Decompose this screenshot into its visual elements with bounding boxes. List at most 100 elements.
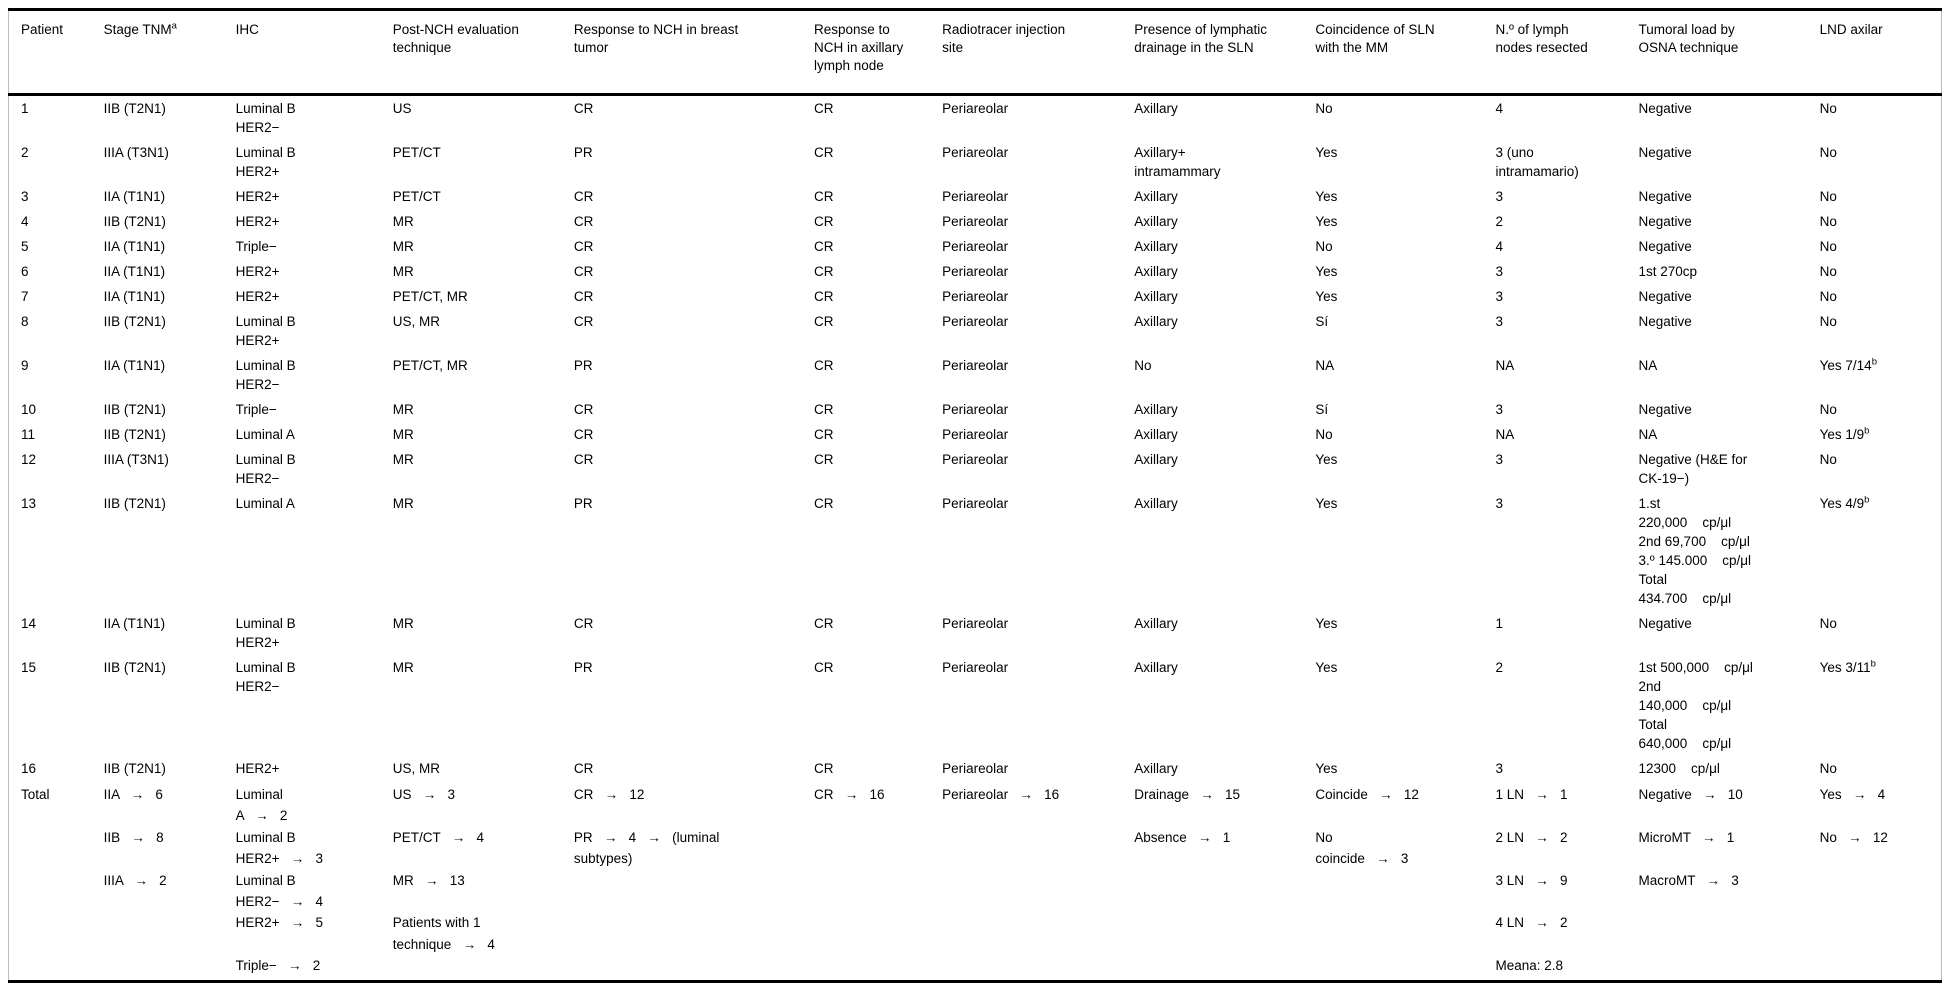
cell-stage: IIA (T1N1) xyxy=(92,234,224,259)
cell-radiotracer: Periareolar xyxy=(930,655,1122,756)
cell-line: 1 xyxy=(1495,616,1503,631)
cell-post_nch: US → 3 PET/CT → 4 MR → 13 Patients with 1 te… xyxy=(381,781,562,981)
cell-line: NA xyxy=(1638,427,1658,442)
cell-line: IHC xyxy=(235,22,259,37)
cell-line xyxy=(393,955,556,976)
cell-line: Axillary xyxy=(1134,427,1178,442)
cell-line: PR → 4 → (luminal xyxy=(573,829,720,845)
cell-coincidence: Yes xyxy=(1303,259,1483,284)
cell-post_nch: PET/CT, MR xyxy=(381,353,562,397)
cell-line: Luminal B xyxy=(235,660,296,675)
cell-line: Tumoral load by xyxy=(1638,22,1735,37)
cell-ihc: Luminal B HER2− xyxy=(224,447,381,491)
cell-line xyxy=(1639,955,1802,976)
column-header-patient: Patient xyxy=(8,9,92,96)
cell-line: MR xyxy=(392,402,414,417)
cell-line xyxy=(942,870,1116,891)
cell-line xyxy=(942,891,1116,912)
cell-coincidence: No xyxy=(1303,422,1483,447)
cell-radiotracer: Periareolar xyxy=(930,140,1122,184)
cell-line: Total xyxy=(1638,572,1668,587)
cell-line: 4 xyxy=(1495,101,1503,116)
cell-line xyxy=(1639,891,1802,912)
cell-patient: 2 xyxy=(9,140,92,184)
cell-line: 4 xyxy=(1495,239,1503,254)
cell-line: Axillary xyxy=(1134,101,1178,116)
cell-line: No xyxy=(1819,189,1837,204)
cell-line xyxy=(1820,912,1935,933)
cell-line: CR xyxy=(813,616,834,631)
cell-line: intramamario) xyxy=(1495,164,1579,179)
cell-line: MicroMT → 1 xyxy=(1638,829,1735,845)
cell-line: US → 3 xyxy=(392,787,456,802)
table-row: 7 IIA (T1N1) HER2+ PET/CT, MR CR CR Periareola… xyxy=(9,284,1942,309)
cell-line: 1st 500,000 cp/μl xyxy=(1638,660,1753,675)
cell-post_nch: US, MR xyxy=(381,756,562,781)
cell-tumoral: Negative xyxy=(1627,234,1808,259)
cell-line: IIA (T1N1) xyxy=(103,189,166,204)
cell-line: Negative xyxy=(1638,214,1692,229)
cell-resp_breast: CR xyxy=(562,209,802,234)
cell-line xyxy=(1820,955,1935,976)
cell-stage: IIB (T2N1) xyxy=(92,422,224,447)
cell-line: IIIA → 2 xyxy=(103,872,167,888)
cell-line: Negative xyxy=(1638,101,1692,116)
cell-lnd: No xyxy=(1808,140,1942,184)
cell-resp_axillary: CR xyxy=(802,756,930,781)
cell-line: Periareolar xyxy=(942,239,1009,254)
cell-line: CR xyxy=(573,452,594,467)
cell-line xyxy=(574,891,796,912)
cell-line: No xyxy=(1819,289,1837,304)
cell-coincidence: Sí xyxy=(1303,309,1483,353)
cell-line: Response to xyxy=(813,22,890,37)
cell-coincidence: Yes xyxy=(1303,756,1483,781)
cell-line: tumor xyxy=(573,40,609,55)
cell-patient: 15 xyxy=(9,655,92,756)
column-header-n_lymph: N.º of lymph nodes resected xyxy=(1483,9,1627,96)
cell-line: HER2+ xyxy=(235,189,280,204)
table-row: 13 IIB (T2N1) Luminal A MR PR CR Periareolar Ax… xyxy=(9,491,1942,611)
cell-line xyxy=(1315,912,1477,933)
cell-tumoral: Negative xyxy=(1627,184,1808,209)
cell-line: 3.º 145.000 cp/μl xyxy=(1638,553,1752,568)
cell-line: technique → 4 xyxy=(392,936,495,952)
cell-line xyxy=(1495,848,1620,869)
cell-presence: Axillary xyxy=(1122,184,1303,209)
cell-line: CR xyxy=(813,101,834,116)
cell-stage: IIB (T2N1) xyxy=(92,95,224,141)
cell-line: NA xyxy=(1315,358,1335,373)
cell-line: Axillary xyxy=(1134,314,1178,329)
table-header: Patient Stage TNMa IHC Post-NCH evaluation t… xyxy=(8,9,1942,96)
cell-lnd: Yes 3/11b xyxy=(1808,655,1942,756)
cell-resp_axillary: CR xyxy=(802,397,930,422)
table-row: 15 IIB (T2N1) Luminal B HER2− MR PR CR Periareo… xyxy=(9,655,1942,756)
cell-presence: Axillary xyxy=(1122,491,1303,611)
column-header-presence: Presence of lymphatic drainage in the SLN xyxy=(1122,9,1304,96)
cell-line: Luminal A xyxy=(235,427,295,442)
cell-ihc: HER2+ xyxy=(224,284,381,309)
cell-line: 1 xyxy=(21,101,29,116)
cell-line: IIA (T1N1) xyxy=(103,239,166,254)
cell-stage: IIB (T2N1) xyxy=(92,655,224,756)
cell-line xyxy=(1820,891,1935,912)
table-row: 16 IIB (T2N1) HER2+ US, MR CR CR Periareolar Ax… xyxy=(9,756,1942,781)
cell-line: IIB (T2N1) xyxy=(103,496,166,511)
cell-line: IIIA (T3N1) xyxy=(103,145,169,160)
cell-line: LND axilar xyxy=(1819,22,1883,37)
cell-radiotracer: Periareolar xyxy=(930,184,1122,209)
cell-line: Luminal xyxy=(235,787,283,802)
table-row: 9 IIA (T1N1) Luminal B HER2− PET/CT, MR PR CR P… xyxy=(9,353,1942,397)
cell-coincidence: Yes xyxy=(1303,284,1483,309)
cell-line xyxy=(21,848,86,869)
cell-line: IIA (T1N1) xyxy=(103,264,166,279)
cell-lnd: Yes 4/9b xyxy=(1808,491,1942,611)
cell-line: Yes xyxy=(1315,496,1338,511)
cell-line: CR xyxy=(573,616,594,631)
cell-line: Yes xyxy=(1315,145,1338,160)
cell-n_lymph: 2 xyxy=(1483,209,1626,234)
cell-line: 2nd xyxy=(1638,679,1662,694)
cell-tumoral: NA xyxy=(1627,422,1808,447)
cell-post_nch: MR xyxy=(381,259,562,284)
cell-line: Yes xyxy=(1315,452,1338,467)
cell-presence: Axillary xyxy=(1122,95,1303,141)
